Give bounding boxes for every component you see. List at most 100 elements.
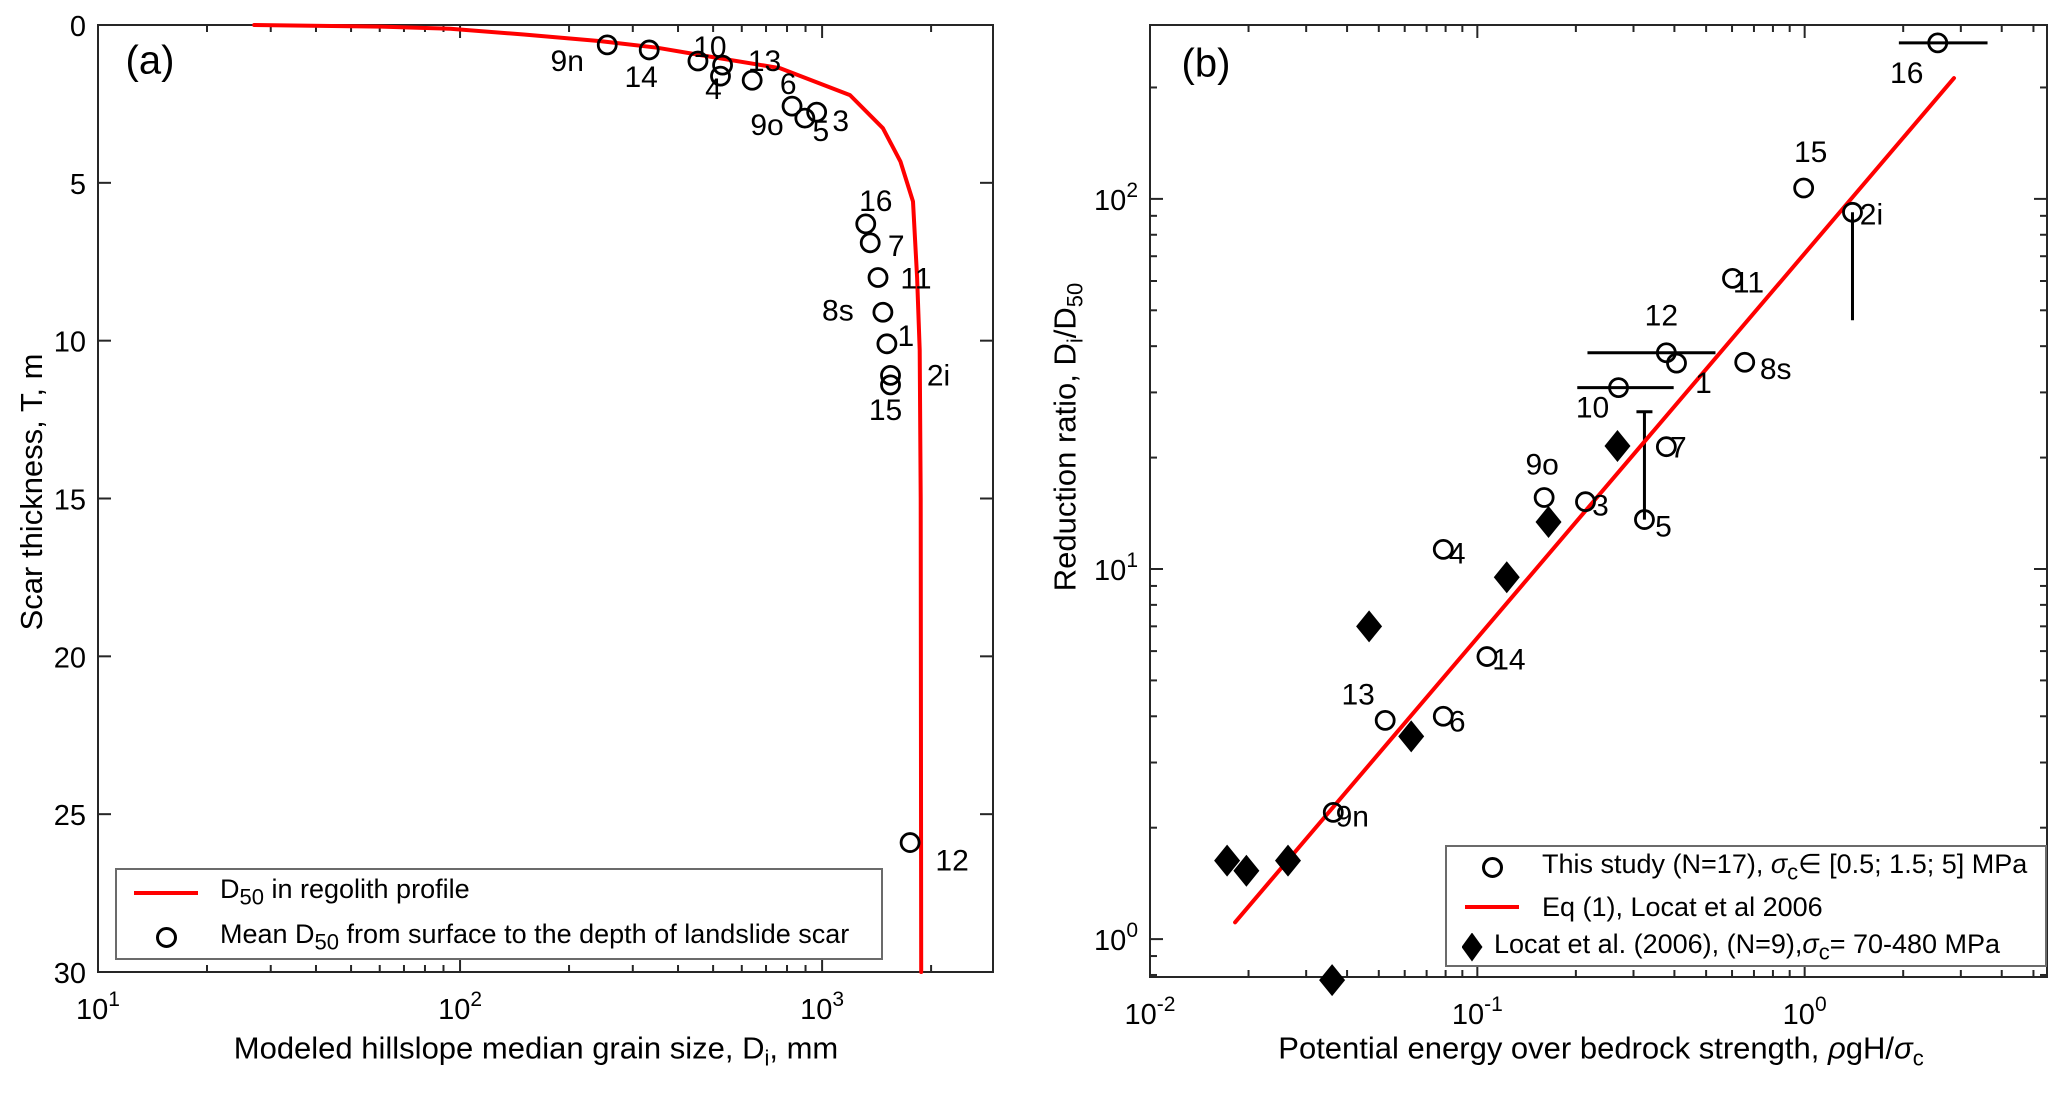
data-point-circle-15 — [880, 374, 901, 396]
panel-b-yaxis-title-sub-50: 50 — [1062, 282, 1088, 308]
y-tick-label: 25 — [54, 800, 86, 832]
panel-a-frame — [97, 24, 994, 973]
x-tick-label: 10-1 — [1452, 993, 1503, 1031]
panel-a-xaxis-title-sub: i — [764, 1045, 770, 1071]
data-point-circle-13 — [1374, 709, 1396, 731]
legend-text-part: in regolith profile — [263, 874, 470, 905]
legend-text-sub: 50 — [239, 884, 264, 910]
data-point-circle-12 — [899, 832, 921, 853]
rho-symbol: ρ — [1828, 1030, 1846, 1066]
legend-text-sub: 50 — [314, 929, 340, 955]
legend-item-label: Mean D50 from surface to the depth of la… — [220, 919, 849, 955]
point-label-10: 10 — [693, 31, 726, 64]
data-point-circle-6 — [741, 69, 763, 91]
data-point-diamond — [1233, 854, 1260, 887]
x-tick-label: 102 — [438, 988, 482, 1026]
data-point-circle-16 — [1927, 32, 1949, 54]
point-label-16: 16 — [859, 185, 892, 218]
point-label-3: 3 — [1592, 490, 1609, 523]
data-point-diamond — [1604, 429, 1631, 462]
data-point-circle-3 — [806, 101, 828, 123]
data-point-diamond — [1275, 844, 1302, 877]
point-label-14: 14 — [625, 61, 658, 94]
data-point-circle-15 — [1793, 177, 1815, 199]
legend-text-part: Eq (1), Locat et al 2006 — [1542, 891, 1823, 922]
panel-a-xaxis-title-unit: , mm — [769, 1030, 839, 1066]
point-label-4: 4 — [705, 73, 722, 106]
data-point-circle-14 — [1476, 646, 1498, 667]
data-point-circle-4 — [710, 65, 731, 87]
data-point-circle-6 — [1432, 705, 1454, 727]
data-point-circle-8s — [872, 301, 894, 323]
legend-text-part: from surface to the depth of landslide s… — [339, 919, 850, 950]
point-label-13: 13 — [1341, 678, 1374, 711]
panel-b-letter: (b) — [1181, 41, 1231, 86]
y-tick-label: 10 — [54, 327, 86, 359]
point-label-5: 5 — [812, 115, 829, 148]
panel-b-xaxis-title-mid: gH/ — [1845, 1030, 1895, 1066]
data-point-circle-5 — [1634, 509, 1655, 530]
x-tick-label: 100 — [1783, 993, 1827, 1031]
data-point-diamond — [1493, 561, 1520, 594]
data-point-circle-1 — [876, 333, 898, 355]
panel-b-yaxis-title-mid: /D — [1047, 307, 1083, 339]
legend-item-label: Eq (1), Locat et al 2006 — [1542, 892, 1823, 923]
open-circle-icon — [1481, 856, 1503, 878]
filled-diamond-icon — [1461, 932, 1483, 962]
point-label-7: 7 — [1670, 432, 1687, 465]
legend-item-this-study: This study (N=17), σc∈ [0.5; 1.5; 5] MPa — [1447, 847, 2045, 887]
x-tick-label: 10-2 — [1125, 993, 1176, 1031]
legend-text-part: This study (N=17), — [1542, 848, 1771, 879]
y-tick-label: 5 — [70, 169, 86, 201]
point-label-11: 11 — [1733, 266, 1764, 299]
panel-b-legend: This study (N=17), σc∈ [0.5; 1.5; 5] MPa… — [1445, 845, 2047, 967]
y-tick-label: 30 — [54, 958, 86, 990]
legend-item-label: D50 in regolith profile — [220, 874, 470, 910]
y-tick-label: 20 — [54, 642, 86, 674]
point-label-16: 16 — [1890, 57, 1923, 90]
point-label-9n: 9n — [551, 45, 584, 78]
red-line-icon — [1465, 905, 1519, 909]
point-label-1: 1 — [898, 320, 915, 353]
point-label-7: 7 — [888, 230, 905, 263]
data-point-circle-7 — [859, 232, 881, 254]
point-label-11: 11 — [900, 263, 931, 296]
data-point-circle-8s — [1734, 351, 1756, 373]
point-label-14: 14 — [1492, 644, 1525, 677]
legend-text-part: ∈ [0.5; 1.5; 5] MPa — [1798, 848, 2028, 879]
point-label-10: 10 — [1576, 392, 1609, 425]
point-label-12: 12 — [935, 845, 968, 878]
panel-a-legend: D50 in regolith profile Mean D50 from su… — [115, 868, 883, 960]
legend-item-regolith-profile: D50 in regolith profile — [117, 870, 881, 915]
data-point-diamond — [1535, 505, 1562, 538]
data-point-circle-2i — [880, 364, 901, 386]
panel-b-yaxis-title-text: Reduction ratio, D — [1047, 343, 1083, 592]
data-point-circle-13 — [712, 54, 733, 76]
data-point-circle-9o — [781, 95, 803, 117]
data-point-circle-11 — [867, 267, 889, 288]
legend-text-sub: c — [1818, 939, 1830, 965]
legend-marker-box — [1455, 932, 1489, 962]
point-label-9n: 9n — [1336, 800, 1369, 833]
legend-item-label: This study (N=17), σc∈ [0.5; 1.5; 5] MPa — [1542, 849, 2027, 885]
point-label-6: 6 — [780, 68, 797, 101]
open-circle-icon — [155, 927, 177, 948]
data-point-circle-11 — [1722, 267, 1743, 289]
panel-a-xaxis-title-text: Modeled hillslope median grain size, D — [233, 1030, 765, 1066]
data-point-circle-16 — [855, 213, 877, 235]
data-point-circle-1 — [1666, 352, 1687, 374]
y-tick-label: 15 — [54, 485, 86, 517]
data-point-circle-9n — [1322, 801, 1344, 823]
data-point-diamond — [1319, 964, 1346, 997]
point-label-4: 4 — [1449, 537, 1466, 570]
point-label-15: 15 — [1794, 136, 1827, 169]
y-tick-label: 0 — [70, 11, 86, 43]
y-tick-label: 102 — [1094, 179, 1138, 217]
x-tick-label: 101 — [76, 988, 120, 1026]
data-point-circle-10 — [1608, 377, 1629, 399]
legend-item-eq1: Eq (1), Locat et al 2006 — [1447, 887, 2045, 927]
red-line-icon — [134, 890, 198, 895]
